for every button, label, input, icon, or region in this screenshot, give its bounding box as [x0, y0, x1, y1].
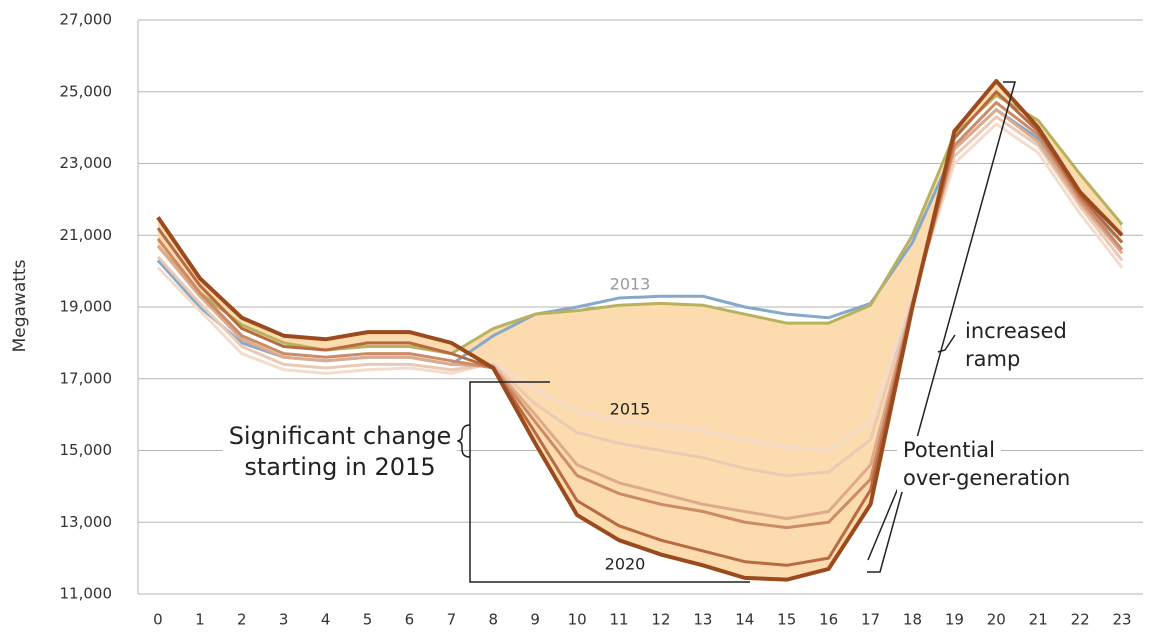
- x-tick-label: 17: [861, 611, 880, 629]
- x-tick-label: 9: [530, 611, 540, 629]
- ramp-brace: [937, 334, 956, 353]
- x-tick-label: 23: [1112, 611, 1131, 629]
- annotation: Significant change: [229, 422, 452, 450]
- annotation-bg: [238, 451, 442, 483]
- annotation-bg: [959, 317, 1073, 345]
- x-tick-label: 2: [237, 611, 247, 629]
- x-tick-label: 1: [195, 611, 205, 629]
- x-tick-label: 11: [609, 611, 628, 629]
- annotation: Potential: [903, 438, 995, 462]
- x-tick-label: 6: [405, 611, 415, 629]
- y-tick-label: 23,000: [60, 154, 113, 172]
- y-tick-label: 17,000: [60, 369, 113, 387]
- annotation-bg: [222, 420, 458, 452]
- x-tick-label: 8: [489, 611, 499, 629]
- series-line: [156, 115, 1124, 478]
- series-line: [156, 122, 1124, 452]
- brace: [455, 424, 471, 458]
- y-tick-label: 15,000: [60, 441, 113, 459]
- series-label: 2020: [605, 555, 646, 574]
- x-tick-label: 13: [693, 611, 712, 629]
- x-tick-label: 22: [1071, 611, 1090, 629]
- y-tick-label: 11,000: [60, 585, 113, 603]
- x-tick-label: 15: [777, 611, 796, 629]
- x-tick-label: 4: [321, 611, 331, 629]
- x-tick-label: 5: [363, 611, 373, 629]
- y-axis-label: Megawatts: [10, 259, 30, 352]
- x-tick-label: 12: [651, 611, 670, 629]
- annotation: over-generation: [903, 466, 1070, 490]
- series-label: 2013: [610, 275, 651, 294]
- series-line: [156, 78, 1124, 582]
- x-tick-label: 7: [447, 611, 457, 629]
- y-tick-label: 21,000: [60, 226, 113, 244]
- x-tick-label: 0: [153, 611, 163, 629]
- y-tick-label: 27,000: [60, 11, 113, 29]
- ramp-line: [867, 81, 1016, 573]
- series-line: [156, 101, 1124, 530]
- series-label: 2015: [610, 400, 651, 419]
- series-line: [156, 108, 1124, 521]
- x-tick-label: 21: [1029, 611, 1048, 629]
- annotation: increased: [965, 319, 1067, 343]
- x-tick-label: 20: [987, 611, 1006, 629]
- annotation: ramp: [965, 347, 1020, 371]
- y-tick-label: 19,000: [60, 298, 113, 316]
- annotation: starting in 2015: [244, 453, 435, 481]
- overgen-line: [867, 487, 899, 561]
- x-tick-label: 3: [279, 611, 289, 629]
- x-tick-label: 10: [568, 611, 587, 629]
- x-tick-label: 14: [735, 611, 754, 629]
- y-tick-label: 13,000: [60, 513, 113, 531]
- x-tick-label: 19: [945, 611, 964, 629]
- bracket: [469, 381, 750, 583]
- annotation-bg: [897, 436, 1001, 464]
- series-line: [156, 90, 1124, 567]
- y-tick-label: 25,000: [60, 82, 113, 100]
- x-tick-label: 18: [903, 611, 922, 629]
- annotation-bg: [897, 464, 1077, 492]
- x-tick-label: 16: [819, 611, 838, 629]
- annotation-bg: [959, 345, 1027, 373]
